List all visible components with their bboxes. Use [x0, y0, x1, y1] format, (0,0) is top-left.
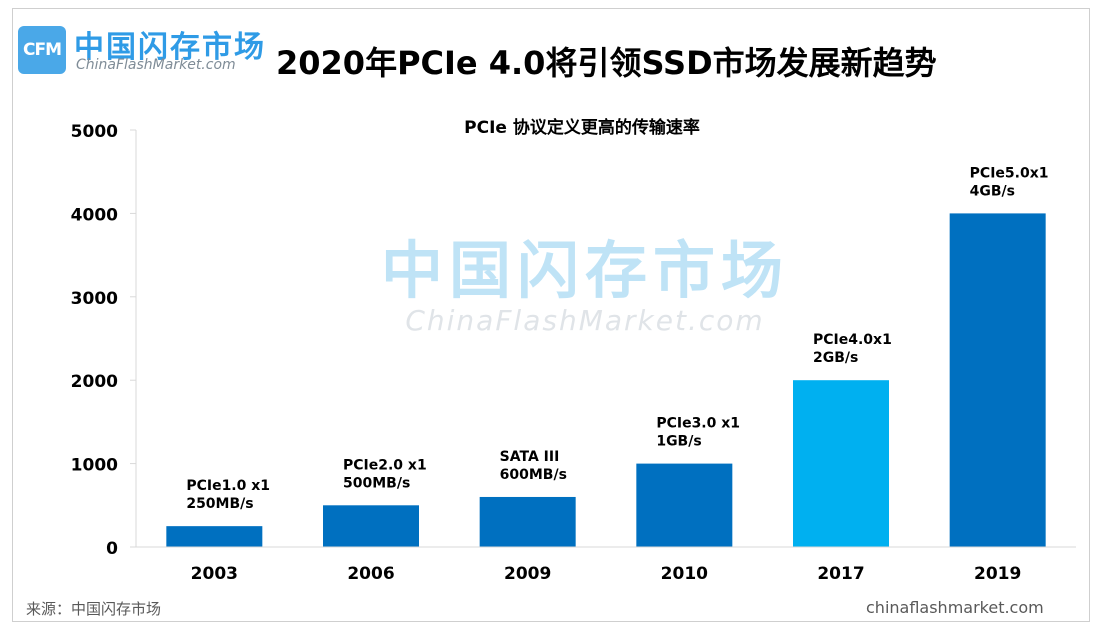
bar-2003	[166, 526, 263, 547]
bar-2006	[323, 505, 419, 547]
data-label: PCIe5.0x1	[970, 165, 1049, 181]
x-tick-label: 2006	[347, 564, 394, 584]
brand-name-en: ChinaFlashMarket.com	[76, 57, 236, 73]
y-tick-label: 5000	[71, 122, 118, 142]
y-tick-label: 4000	[71, 205, 118, 225]
x-tick-label: 2003	[191, 564, 238, 584]
source-note: 来源：中国闪存市场	[26, 600, 162, 618]
bar-2009	[479, 496, 576, 547]
page-title: 2020年PCIe 4.0将引领SSD市场发展新趋势	[276, 44, 937, 82]
x-tick-label: 2009	[504, 564, 551, 584]
data-label: 4GB/s	[970, 183, 1015, 199]
y-tick-label: 0	[106, 539, 118, 559]
x-tick-label: 2017	[817, 564, 864, 584]
cfm-logo: CFM	[18, 26, 66, 74]
data-label: PCIe3.0 x1	[656, 416, 740, 432]
y-axis: 0 1000 2000 3000 4000 5000	[71, 122, 137, 559]
watermark-cn: 中国闪存市场	[381, 234, 789, 307]
data-label: 1GB/s	[656, 434, 701, 450]
y-tick-label: 1000	[71, 456, 118, 476]
data-label: PCIe1.0 x1	[186, 478, 270, 494]
site-url: chinaflashmarket.com	[866, 598, 1044, 617]
data-label: 250MB/s	[186, 496, 253, 512]
x-tick-label: 2010	[661, 564, 708, 584]
chart-title: PCIe 协议定义更高的传输速率	[464, 117, 700, 138]
data-label: 2GB/s	[813, 350, 858, 366]
data-label: PCIe4.0x1	[813, 332, 892, 348]
data-label: 600MB/s	[500, 467, 567, 483]
bar-2019	[949, 213, 1046, 547]
data-label: 500MB/s	[343, 475, 410, 491]
watermark-en: ChinaFlashMarket.com	[405, 304, 764, 337]
data-label: PCIe2.0 x1	[343, 457, 427, 473]
y-tick-label: 3000	[71, 289, 118, 309]
y-tick-label: 2000	[71, 372, 118, 392]
brand-name-cn: 中国闪存市场	[74, 30, 266, 65]
bars-group: PCIe1.0 x1 250MB/s PCIe2.0 x1 500MB/s SATA I…	[166, 165, 1048, 547]
bar-2010	[636, 463, 733, 547]
data-label: SATA III	[500, 449, 560, 465]
x-axis: 2003 2006 2009 2010 2017 2019	[136, 546, 1076, 584]
bar-2017	[793, 380, 889, 547]
x-tick-label: 2019	[974, 564, 1021, 584]
